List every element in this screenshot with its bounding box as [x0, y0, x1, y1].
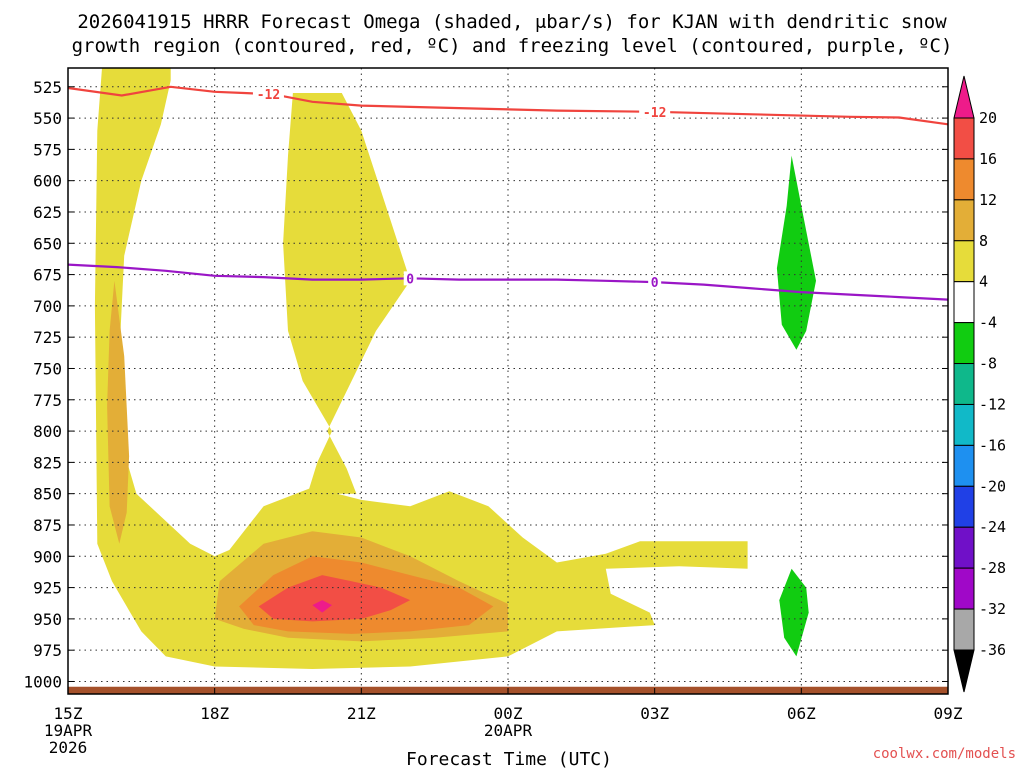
colorbar-label: -4 — [979, 314, 997, 332]
colorbar-label: 16 — [979, 150, 997, 168]
contour-line-0 — [68, 85, 948, 126]
contour-label: 0 — [406, 272, 414, 287]
y-tick-label: 825 — [33, 453, 62, 472]
y-tick-label: 675 — [33, 266, 62, 285]
omega-region-16-5 — [258, 575, 411, 622]
colorbar-label: -24 — [979, 518, 1006, 536]
grid-lines — [68, 68, 948, 694]
colorbar-swatch — [953, 158, 975, 201]
colorbar-label: 20 — [979, 109, 997, 127]
x-tick-label: 06Z — [787, 704, 816, 723]
colorbar-swatch — [953, 199, 975, 242]
x-tick-label: 09Z — [934, 704, 963, 723]
colorbar-label: -8 — [979, 355, 997, 373]
colorbar-swatch — [953, 322, 975, 365]
colorbar-swatch — [953, 526, 975, 569]
y-tick-label: 900 — [33, 547, 62, 566]
colorbar-label: -16 — [979, 436, 1006, 454]
y-tick-label: 975 — [33, 641, 62, 660]
contour-label: 0 — [651, 276, 659, 291]
y-tick-label: 750 — [33, 359, 62, 378]
y-tick-label: 725 — [33, 328, 62, 347]
omega-region-20-6 — [312, 600, 332, 613]
chart-title-line1: 2026041915 HRRR Forecast Omega (shaded, … — [77, 11, 947, 33]
y-tick-label: 650 — [33, 234, 62, 253]
y-tick-label: 550 — [33, 109, 62, 128]
colorbar-swatch — [953, 485, 975, 528]
y-tick-label: 525 — [33, 78, 62, 97]
x-tick-label: 21Z — [347, 704, 376, 723]
omega-region-4-0 — [94, 68, 748, 669]
x-tick-date: 19APR — [44, 721, 93, 740]
colorbar-swatch — [953, 363, 975, 405]
colorbar-swatch — [953, 608, 975, 651]
colorbar-label: -32 — [979, 600, 1006, 618]
omega-region--8-8 — [779, 568, 809, 657]
y-tick-label: 775 — [33, 391, 62, 410]
x-tick-label: 00Z — [494, 704, 523, 723]
x-tick-year: 2026 — [49, 738, 88, 757]
x-tick-label: 03Z — [640, 704, 669, 723]
x-tick-date: 20APR — [484, 721, 533, 740]
y-tick-label: 700 — [33, 297, 62, 316]
colorbar-label: 4 — [979, 273, 988, 291]
y-tick-label: 850 — [33, 485, 62, 504]
contour-label: -12 — [257, 88, 280, 103]
y-tick-label: 925 — [33, 579, 62, 598]
contour-label-bg — [403, 271, 417, 286]
colorbar-label: -28 — [979, 559, 1006, 577]
y-tick-label: 950 — [33, 610, 62, 629]
y-tick-label: 800 — [33, 422, 62, 441]
omega-region--8-7 — [776, 155, 816, 350]
omega-region-8-2 — [107, 280, 130, 544]
y-axis-ticks: 525 550 575 600 625 650 675 700 725 750 775 800 825 8… — [23, 78, 948, 691]
y-tick-label: 625 — [33, 203, 62, 222]
contour-label-bg — [252, 87, 284, 102]
chart-title-line2: growth region (contoured, red, ºC) and f… — [72, 35, 953, 57]
x-tick-label: 15Z — [54, 704, 83, 723]
contour-label-bg — [648, 275, 662, 290]
x-tick-label: 18Z — [200, 704, 229, 723]
colorbar-bottom-arrow — [953, 649, 975, 693]
colorbar-swatch — [953, 567, 975, 610]
y-tick-label: 875 — [33, 516, 62, 535]
colorbar-swatch — [953, 403, 975, 446]
omega-shaded-regions — [94, 68, 816, 669]
y-tick-label: 1000 — [23, 672, 62, 691]
contour-label: -12 — [643, 106, 666, 121]
colorbar-swatch — [953, 444, 975, 487]
colorbar-swatch — [953, 240, 975, 283]
colorbar-label: -36 — [979, 641, 1006, 659]
x-axis-label: Forecast Time (UTC) — [406, 749, 612, 768]
colorbar-label: 12 — [979, 191, 997, 209]
contour-label-bg — [639, 104, 671, 119]
y-tick-label: 600 — [33, 172, 62, 191]
omega-region-4-1 — [283, 93, 411, 494]
colorbar-label: -12 — [979, 395, 1006, 413]
colorbar-swatch — [953, 281, 975, 324]
colorbar-label: -20 — [979, 477, 1006, 495]
colorbar-swatch — [953, 117, 975, 160]
contour-lines: -12 -12 0 0 — [68, 85, 948, 301]
plot-area: -12 -12 0 0 — [67, 67, 949, 695]
colorbar: 20 16 12 8 4 -4 -8 -12 -16 -20 -24 -28 -32 -36 — [953, 75, 1006, 693]
credit-text: coolwx.com/models — [873, 746, 1016, 762]
colorbar-top-arrow — [953, 75, 975, 119]
y-tick-label: 575 — [33, 140, 62, 159]
colorbar-label: 8 — [979, 232, 988, 250]
contour-line-1 — [68, 263, 948, 301]
